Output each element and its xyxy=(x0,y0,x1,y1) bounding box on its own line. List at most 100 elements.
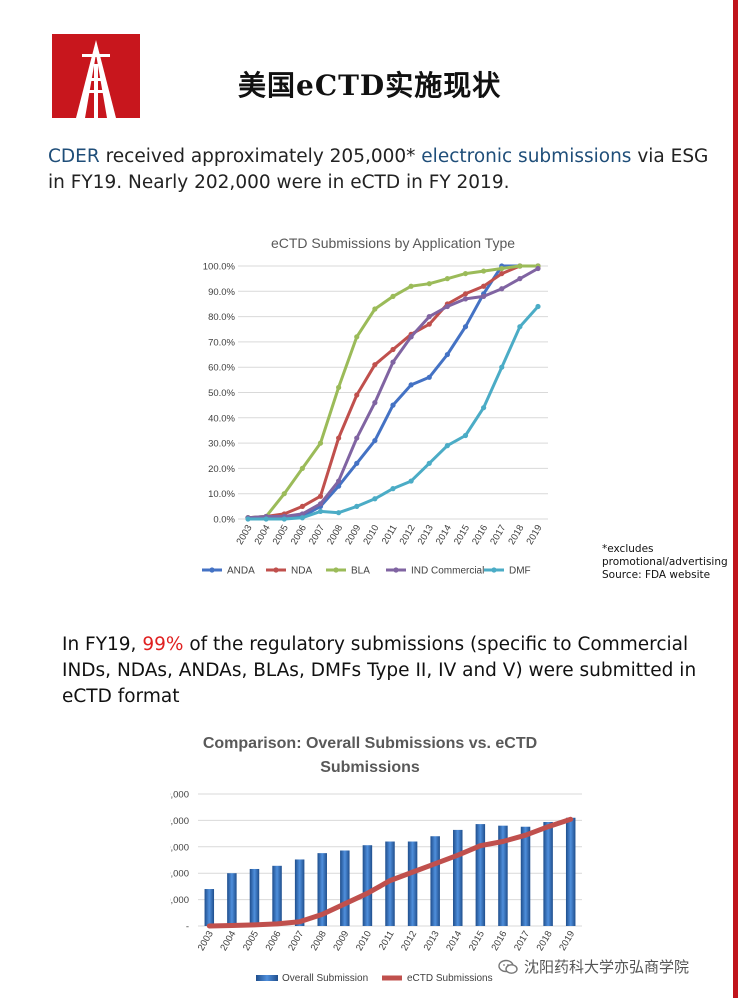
chart1-legend-label: IND Commercial xyxy=(411,566,484,577)
chart1-x-tick: 2015 xyxy=(452,523,472,547)
chart2-x-tick: 2008 xyxy=(309,929,329,953)
chart2-x-tick: 2012 xyxy=(399,929,419,953)
chart1-point xyxy=(499,286,505,292)
lead-cder: CDER xyxy=(48,146,100,167)
chart1-y-tick: 10.0% xyxy=(208,489,235,500)
chart1-point xyxy=(263,516,269,522)
chart1-point xyxy=(462,324,469,330)
chart2-x-tick: 2003 xyxy=(196,929,216,953)
lead-paragraph: CDER received approximately 205,000* ele… xyxy=(48,144,728,196)
chart1-legend-marker xyxy=(209,567,215,573)
chart1-x-tick: 2019 xyxy=(525,523,545,547)
chart1-x-tick: 2009 xyxy=(343,523,363,547)
chart1-point xyxy=(245,516,251,522)
chart2-y-tick: 200,000 xyxy=(170,816,189,827)
chart2-bar xyxy=(385,841,395,926)
chart1-point xyxy=(317,501,324,507)
footnote-source: Source: FDA website xyxy=(602,569,711,581)
chart1-point xyxy=(426,314,432,320)
chart1-point xyxy=(390,486,396,492)
chart2-legend-label: Overall Submission xyxy=(282,973,368,984)
chart1-y-tick: 20.0% xyxy=(208,464,235,475)
chart1-legend-marker xyxy=(491,567,497,573)
chart1-point xyxy=(336,384,342,391)
chart1-point xyxy=(281,516,287,522)
chart1-series-line xyxy=(247,264,538,520)
chart1-y-tick: 80.0% xyxy=(208,312,235,323)
chart2-y-tick: 250,000 xyxy=(170,790,189,801)
chart2-x-tick: 2017 xyxy=(512,929,532,953)
page-title: 美国eCTD实施现状 xyxy=(238,69,502,102)
chart1-x-tick: 2012 xyxy=(398,523,418,547)
chart1-point xyxy=(390,402,396,408)
chart1-point xyxy=(299,515,305,521)
chart2-bar xyxy=(430,836,440,926)
chart1-point xyxy=(444,276,450,282)
chart1-point xyxy=(499,270,505,277)
chart1-point xyxy=(372,496,378,502)
chart1-point xyxy=(535,265,541,272)
chart1-legend-marker xyxy=(333,567,339,573)
chart1-x-tick: 2017 xyxy=(488,523,508,547)
chart1-point xyxy=(517,276,523,282)
chart2-x-tick: 2011 xyxy=(377,929,397,952)
right-red-rule xyxy=(733,0,738,998)
chart2-title-line-1: Comparison: Overall Submissions vs. eCTD xyxy=(203,735,537,752)
chart2-bar xyxy=(340,850,350,926)
chart1-point xyxy=(299,465,305,471)
university-logo xyxy=(52,34,140,118)
chart2-bar xyxy=(475,824,486,926)
chart1-series-line xyxy=(247,264,538,520)
lead-electronic-submissions: electronic submissions xyxy=(421,146,632,167)
chart1-x-tick: 2005 xyxy=(271,523,291,547)
footnote-line-1: *excludes xyxy=(602,543,654,555)
chart2-bar xyxy=(362,845,373,926)
chart1-point xyxy=(499,364,505,370)
chart1-point xyxy=(481,293,487,299)
chart2-bar xyxy=(565,817,576,926)
chart1-point xyxy=(481,405,487,411)
chart2-x-tick: 2010 xyxy=(354,929,374,953)
chart2-bar xyxy=(520,826,531,926)
chart2-bar xyxy=(498,825,508,926)
chart2-y-tick: 100,000 xyxy=(170,869,189,880)
chart2-x-tick: 2016 xyxy=(489,929,509,953)
chart1-legend-label: NDA xyxy=(291,566,312,577)
chart1-y-tick: 40.0% xyxy=(208,413,235,424)
chart1-point xyxy=(481,268,487,274)
chart1-point xyxy=(354,392,360,398)
footnote-line-2: promotional/advertising xyxy=(602,556,728,568)
chart2-legend-label: eCTD Submissions xyxy=(407,973,493,984)
chart1-x-tick: 2016 xyxy=(470,523,490,547)
chart1-point xyxy=(426,374,432,380)
chart1-point xyxy=(336,510,342,516)
chart1-point xyxy=(517,263,523,269)
chart1-legend-label: BLA xyxy=(351,566,370,577)
chart1-y-tick: 90.0% xyxy=(208,287,235,298)
chart1-point xyxy=(408,334,414,340)
chart1-legend-label: ANDA xyxy=(227,566,255,577)
chart2-bar xyxy=(543,821,553,926)
chart1-x-tick: 2003 xyxy=(235,523,255,547)
chart1-title: eCTD Submissions by Application Type xyxy=(271,235,515,251)
chart1-y-tick: 60.0% xyxy=(208,363,235,374)
bar-chart-overall-vs-ectd: Comparison: Overall Submissions vs. eCTD… xyxy=(170,735,582,984)
chart1-point xyxy=(390,293,396,299)
chart2-y-tick: - xyxy=(186,922,189,933)
chart2-x-tick: 2005 xyxy=(241,929,261,953)
line-chart-ectd-by-type: eCTD Submissions by Application Type 0.0%… xyxy=(202,235,548,577)
lead-text-2: via ESG in FY19. Nearly 202,000 were in … xyxy=(48,146,709,193)
chart1-point xyxy=(408,382,414,388)
chart2-bar xyxy=(294,859,305,926)
chart1-x-tick: 2013 xyxy=(416,523,436,547)
chart1-legend-label: DMF xyxy=(509,566,531,577)
chart1-point xyxy=(444,303,450,310)
chart1-point xyxy=(372,437,378,444)
chart1-point xyxy=(390,346,396,353)
chart1-point xyxy=(317,440,324,446)
chart2-x-tick: 2009 xyxy=(331,929,351,953)
chart2-bar xyxy=(407,841,418,926)
chart1-point xyxy=(317,508,324,515)
chart1-x-tick: 2006 xyxy=(289,523,309,547)
chart1-x-tick: 2011 xyxy=(380,523,400,546)
